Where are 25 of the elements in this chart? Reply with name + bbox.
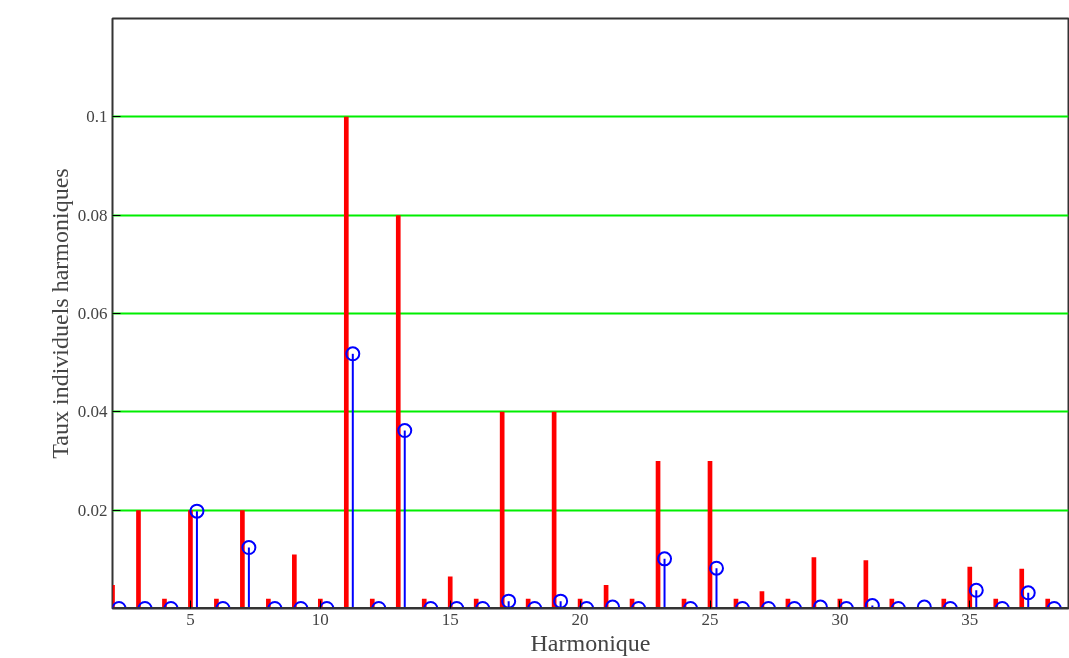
- y-tick-label: 0.02: [77, 500, 108, 520]
- x-tick-label: 35: [961, 609, 979, 629]
- x-tick-label: 20: [571, 609, 589, 629]
- y-tick-label: 0.04: [77, 402, 108, 422]
- bar: [395, 215, 401, 609]
- y-tick-label: 0.08: [77, 205, 108, 225]
- y-tick-label: 0.06: [77, 304, 108, 323]
- bar: [292, 554, 297, 609]
- bar: [188, 510, 193, 609]
- bar: [447, 576, 453, 609]
- bar: [343, 116, 349, 609]
- x-tick-label: 10: [311, 609, 329, 629]
- point: [189, 503, 205, 519]
- point: [397, 423, 413, 438]
- x-tick-label: 5: [186, 609, 195, 629]
- x-tick-label: 30: [831, 609, 849, 629]
- bar: [240, 510, 245, 609]
- y-tick-label: 0.1: [86, 107, 108, 127]
- x-tick-label: 25: [701, 609, 719, 629]
- x-axis-title: Harmonique: [530, 629, 651, 656]
- y-axis-title: Taux individuels harmoniques: [46, 168, 73, 459]
- bar: [499, 411, 505, 609]
- x-tick-label: 15: [441, 609, 459, 629]
- point: [345, 346, 361, 362]
- bar: [136, 510, 141, 609]
